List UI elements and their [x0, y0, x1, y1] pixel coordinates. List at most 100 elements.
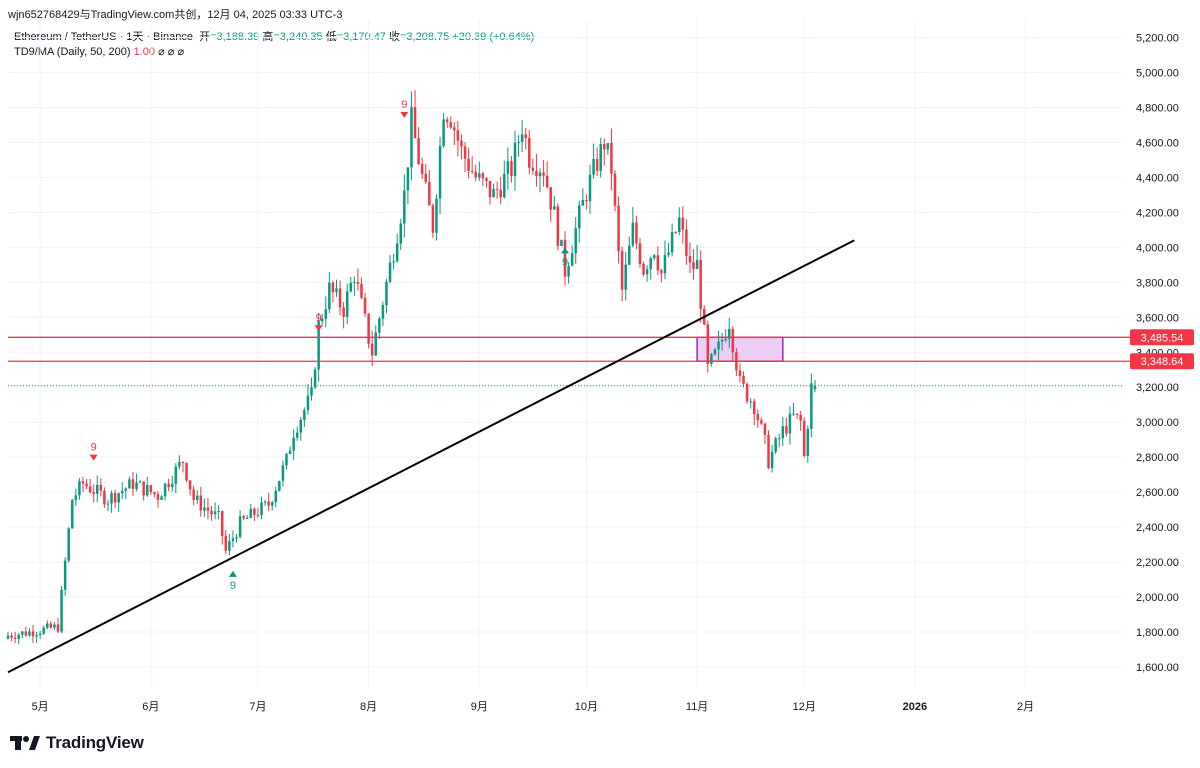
candle-body [513, 142, 517, 177]
candle-body [13, 637, 17, 639]
candle-body [545, 175, 549, 188]
legend-indicator[interactable]: TD9/MA (Daily, 50, 200) [14, 46, 131, 58]
candle-body [774, 438, 777, 452]
legend-indicator-value: 1.00 [133, 46, 156, 58]
candle-body [288, 450, 292, 454]
candle-body [524, 134, 527, 139]
candle-body [578, 205, 581, 229]
candle-body [24, 631, 28, 636]
price-tick-label: 3,600.00 [1136, 312, 1179, 324]
candle-body [806, 428, 810, 456]
candle-body [699, 259, 702, 309]
time-tick-label: 2月 [1017, 701, 1034, 713]
td9-label: 9 [316, 312, 322, 324]
candle-body [374, 332, 378, 356]
candle-body [528, 138, 531, 168]
candle-body [628, 245, 631, 265]
candle-body [453, 127, 456, 131]
candle-body [681, 217, 685, 230]
candle-body [567, 265, 570, 277]
candle-body [767, 434, 770, 469]
time-axis[interactable]: 5月 6月 7月 8月 9月 10月 11月 12月 2026 2月 [32, 701, 1035, 713]
candle-body [349, 282, 353, 292]
candle-body [228, 541, 231, 551]
candle-body [367, 313, 370, 344]
candle-body [613, 173, 617, 206]
candle-body [63, 560, 67, 590]
candle-body [260, 502, 263, 516]
price-tick-label: 3,200.00 [1136, 382, 1179, 394]
candle-body [520, 134, 524, 142]
tradingview-logo[interactable]: TradingView [10, 733, 144, 753]
candle-body [46, 623, 49, 628]
candle-body [128, 479, 131, 489]
price-label: 3,485.54 [1141, 332, 1184, 344]
candle-body [799, 414, 802, 421]
candle-body [635, 222, 638, 244]
candle-body [810, 383, 813, 429]
candle-body [85, 483, 88, 487]
legend-indicator-flags: ⌀ ⌀ ⌀ [158, 46, 185, 58]
candle-body [710, 354, 713, 364]
candle-body [292, 437, 295, 451]
candle-body [802, 420, 806, 456]
candle-body [488, 181, 492, 198]
candle-body [467, 158, 470, 171]
candle-body [560, 239, 563, 246]
price-axis[interactable]: 1,600.00 1,800.00 2,000.00 2,200.00 2,400.00… [1136, 32, 1179, 674]
candle-body [38, 633, 42, 636]
candle-body [310, 387, 313, 396]
candle-body [463, 146, 467, 159]
candle-body [474, 171, 477, 178]
time-tick-label: 10月 [575, 701, 598, 713]
candle-body [378, 318, 381, 333]
candle-body [756, 414, 760, 421]
candle-body [431, 205, 435, 233]
candle-body [760, 420, 763, 424]
candle-body [56, 624, 60, 632]
candle-body [695, 259, 699, 270]
candle-body [610, 143, 613, 174]
time-tick-label: 8月 [360, 701, 377, 713]
candle-body [317, 321, 320, 370]
candle-body [588, 174, 592, 202]
candle-body [517, 141, 520, 143]
price-tick-label: 3,000.00 [1136, 417, 1179, 429]
time-tick-label: 7月 [249, 701, 266, 713]
candle-body [224, 535, 228, 551]
price-label: 3,348.64 [1141, 356, 1184, 368]
candle-body [235, 537, 238, 539]
candle-body [299, 419, 303, 433]
candle-body [181, 462, 185, 464]
candle-body [131, 479, 135, 490]
candle-body [785, 426, 788, 434]
price-tick-label: 4,200.00 [1136, 207, 1179, 219]
chart-legend: Ethereum / TetherUS · 1天 · Binance 开=3,1… [14, 30, 534, 60]
candle-body [510, 161, 513, 177]
price-tick-label: 2,800.00 [1136, 452, 1179, 464]
zone-layer [696, 336, 784, 362]
candle-body [574, 228, 577, 254]
candle-body [749, 401, 752, 403]
candle-body [356, 282, 360, 284]
candle-body [342, 307, 345, 317]
candle-body [249, 508, 253, 518]
candle-body [656, 255, 660, 271]
candle-body [617, 205, 620, 252]
td9-markers-layer: 9 9 9 9 9 [89, 99, 569, 592]
candle-body [777, 438, 781, 440]
candle-body [149, 485, 153, 493]
candle-body [449, 122, 452, 128]
candle-body [146, 485, 149, 496]
candle-body [217, 511, 220, 513]
candle-body [81, 481, 85, 484]
candle-body [770, 451, 774, 469]
candle-body [388, 262, 392, 282]
legend-indicator-row: TD9/MA (Daily, 50, 200) 1.00 ⌀ ⌀ ⌀ [14, 45, 534, 60]
candle-body [638, 243, 642, 264]
candle-body [542, 172, 545, 176]
candle-body [470, 170, 474, 172]
candle-body [124, 488, 128, 491]
candle-body [206, 507, 210, 511]
